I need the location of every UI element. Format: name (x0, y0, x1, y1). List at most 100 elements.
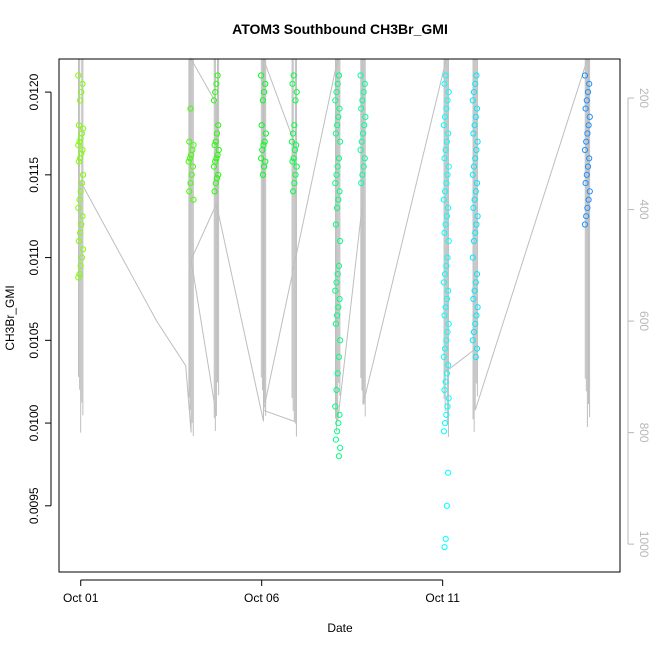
data-point (211, 142, 218, 149)
data-point (185, 158, 192, 165)
data-point (472, 229, 479, 236)
data-point (80, 171, 87, 178)
data-point (335, 304, 342, 311)
data-point (586, 188, 593, 195)
data-point (214, 72, 221, 79)
data-point (444, 254, 451, 261)
data-point (444, 328, 451, 336)
data-point (583, 213, 590, 220)
data-point (334, 271, 341, 278)
data-point (190, 196, 197, 203)
data-point (442, 113, 449, 121)
data-point (445, 395, 452, 402)
y2-tick-label: 800 (637, 423, 650, 443)
data-point (474, 304, 481, 311)
data-point (333, 386, 340, 394)
data-point (259, 97, 266, 104)
data-point (213, 130, 221, 137)
data-point (440, 353, 447, 360)
data-point (470, 204, 477, 211)
data-point (259, 171, 266, 178)
x-tick-label: Oct 01 (63, 591, 99, 605)
data-point (334, 428, 341, 435)
data-point (290, 155, 297, 162)
data-point (332, 130, 339, 137)
data-point (472, 353, 479, 360)
data-point (445, 362, 452, 369)
pressure-trace-line (80, 57, 588, 433)
data-point (473, 72, 480, 79)
data-point (441, 544, 448, 551)
data-point (472, 155, 479, 162)
data-point (335, 113, 342, 121)
data-point (442, 420, 449, 427)
data-point (472, 320, 479, 327)
data-point (78, 180, 86, 187)
data-point (586, 80, 593, 87)
data-point (214, 151, 221, 159)
data-point (442, 146, 449, 154)
data-point (337, 237, 344, 245)
data-point (470, 89, 478, 96)
data-point (583, 138, 590, 145)
x-axis: Oct 01 Oct 06 Oct 11 (63, 579, 460, 605)
data-point (445, 130, 452, 137)
data-point (360, 89, 367, 96)
data-point (358, 105, 365, 112)
data-point (443, 502, 450, 509)
data-point (290, 130, 297, 137)
data-point (77, 97, 84, 104)
data-point (78, 254, 86, 261)
data-point (359, 130, 367, 137)
data-point (441, 312, 448, 319)
data-point (357, 72, 364, 79)
data-point (259, 146, 266, 154)
data-point (262, 130, 269, 137)
data-point (212, 180, 219, 187)
data-point (358, 180, 365, 187)
data-point (188, 171, 195, 178)
x-tick-label: Oct 06 (244, 591, 280, 605)
data-point (443, 213, 450, 220)
data-point (472, 113, 479, 121)
data-point (582, 105, 589, 112)
data-point (291, 180, 298, 187)
data-point (334, 204, 341, 211)
data-point (332, 97, 339, 104)
data-point (186, 155, 193, 162)
y2-tick-label: 600 (637, 311, 650, 331)
data-point (585, 122, 592, 129)
y2-tick-label: 1000 (637, 531, 650, 558)
data-point (474, 213, 481, 220)
data-point (213, 155, 220, 162)
data-point (332, 436, 339, 443)
data-point (333, 89, 340, 96)
data-point (444, 97, 451, 104)
data-point (470, 328, 478, 336)
data-point (288, 138, 295, 145)
data-point (442, 271, 449, 278)
data-point (75, 142, 82, 149)
data-point (335, 155, 342, 162)
data-points-layer (75, 72, 593, 551)
data-point (332, 180, 339, 187)
data-point (261, 163, 268, 170)
data-point (291, 122, 298, 129)
data-point (335, 196, 342, 203)
data-point (76, 196, 83, 203)
data-point (75, 72, 82, 79)
data-point (442, 304, 449, 311)
y-tick-label: 0.0105 (27, 322, 41, 359)
data-point (441, 155, 448, 162)
data-point (358, 138, 365, 145)
y-tick-label: 0.0095 (27, 487, 41, 524)
data-point (445, 469, 452, 476)
data-point (441, 229, 448, 236)
data-point (80, 246, 87, 253)
data-point (471, 122, 478, 129)
pressure-trace-layer (78, 57, 591, 438)
data-point (362, 113, 369, 121)
data-point (445, 89, 452, 96)
data-point (77, 188, 84, 195)
